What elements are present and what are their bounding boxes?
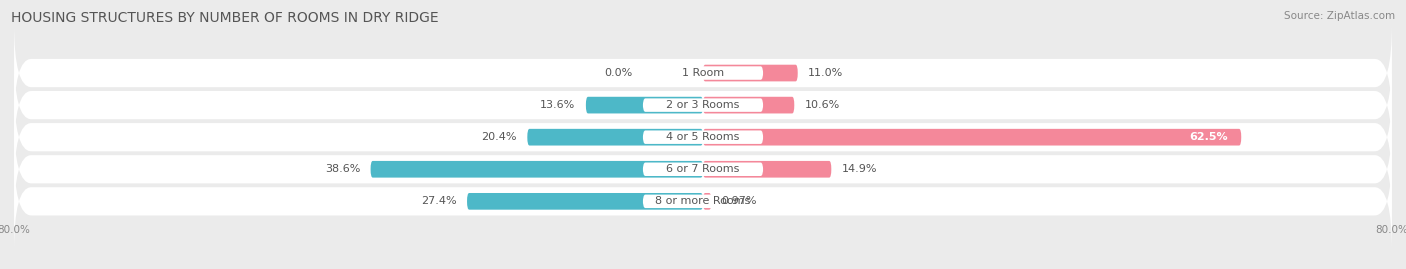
FancyBboxPatch shape [586,97,703,114]
FancyBboxPatch shape [643,162,763,176]
Text: 6 or 7 Rooms: 6 or 7 Rooms [666,164,740,174]
Text: 10.6%: 10.6% [804,100,839,110]
FancyBboxPatch shape [643,98,763,112]
FancyBboxPatch shape [467,193,703,210]
FancyBboxPatch shape [14,151,1392,251]
Text: 20.4%: 20.4% [481,132,517,142]
FancyBboxPatch shape [703,129,1241,146]
Text: 1 Room: 1 Room [682,68,724,78]
Text: Source: ZipAtlas.com: Source: ZipAtlas.com [1284,11,1395,21]
Text: 4 or 5 Rooms: 4 or 5 Rooms [666,132,740,142]
FancyBboxPatch shape [14,119,1392,219]
Text: 0.97%: 0.97% [721,196,758,206]
FancyBboxPatch shape [703,97,794,114]
Text: 62.5%: 62.5% [1189,132,1229,142]
FancyBboxPatch shape [14,23,1392,123]
FancyBboxPatch shape [371,161,703,178]
FancyBboxPatch shape [643,194,763,208]
FancyBboxPatch shape [14,87,1392,187]
FancyBboxPatch shape [527,129,703,146]
FancyBboxPatch shape [643,66,763,80]
Text: 11.0%: 11.0% [808,68,844,78]
Text: 14.9%: 14.9% [842,164,877,174]
Text: 38.6%: 38.6% [325,164,360,174]
FancyBboxPatch shape [703,161,831,178]
Text: 13.6%: 13.6% [540,100,575,110]
Text: 2 or 3 Rooms: 2 or 3 Rooms [666,100,740,110]
Text: 27.4%: 27.4% [420,196,457,206]
FancyBboxPatch shape [703,65,797,82]
Text: 8 or more Rooms: 8 or more Rooms [655,196,751,206]
FancyBboxPatch shape [14,55,1392,155]
FancyBboxPatch shape [703,193,711,210]
Text: 0.0%: 0.0% [605,68,633,78]
Text: HOUSING STRUCTURES BY NUMBER OF ROOMS IN DRY RIDGE: HOUSING STRUCTURES BY NUMBER OF ROOMS IN… [11,11,439,25]
FancyBboxPatch shape [643,130,763,144]
